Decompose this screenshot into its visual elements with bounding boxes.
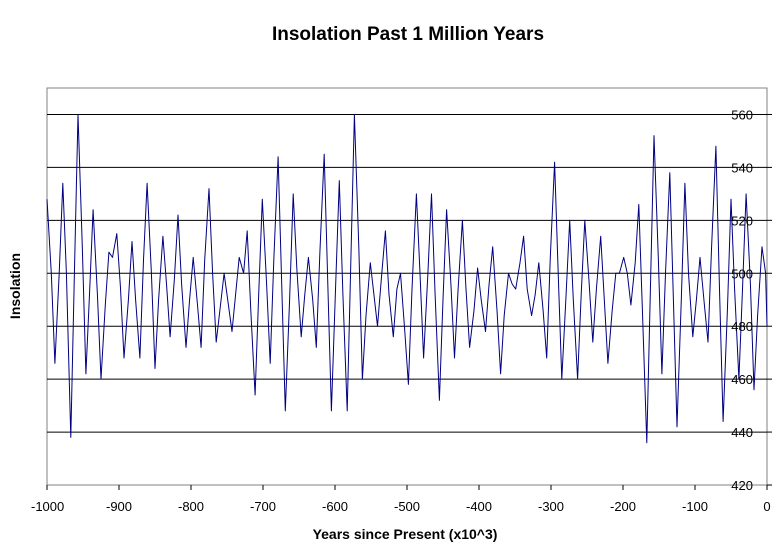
- x-axis-title: Years since Present (x10^3): [313, 526, 498, 542]
- x-tick-label--500: -500: [394, 499, 420, 514]
- x-tick-label--200: -200: [610, 499, 636, 514]
- x-tick-label--300: -300: [538, 499, 564, 514]
- y-tick-label-560: 560: [731, 107, 753, 122]
- x-tick-label--900: -900: [106, 499, 132, 514]
- y-axis-title: Insolation: [7, 253, 23, 319]
- y-tick-label-420: 420: [731, 478, 753, 493]
- y-tick-label-540: 540: [731, 160, 753, 175]
- x-tick-label--100: -100: [682, 499, 708, 514]
- y-tick-label-440: 440: [731, 425, 753, 440]
- y-tick-label-500: 500: [731, 266, 753, 281]
- x-tick-label--400: -400: [466, 499, 492, 514]
- insolation-series-line: [46, 114, 768, 444]
- chart-title: Insolation Past 1 Million Years: [272, 24, 544, 45]
- x-tick-label--700: -700: [250, 499, 276, 514]
- axis-ticks: [46, 113, 772, 490]
- y-tick-label-480: 480: [731, 319, 753, 334]
- x-tick-label-0: 0: [763, 499, 770, 514]
- y-tick-label-460: 460: [731, 372, 753, 387]
- x-tick-label--800: -800: [178, 499, 204, 514]
- x-tick-labels: -1000 -900 -800 -700 -600 -500 -400 -300 -200 -10…: [31, 499, 771, 514]
- y-tick-label-520: 520: [731, 213, 753, 228]
- x-tick-label--1000: -1000: [31, 499, 64, 514]
- x-tick-label--600: -600: [322, 499, 348, 514]
- y-tick-labels: 420 440 460 480 500 520 540 560: [731, 107, 753, 493]
